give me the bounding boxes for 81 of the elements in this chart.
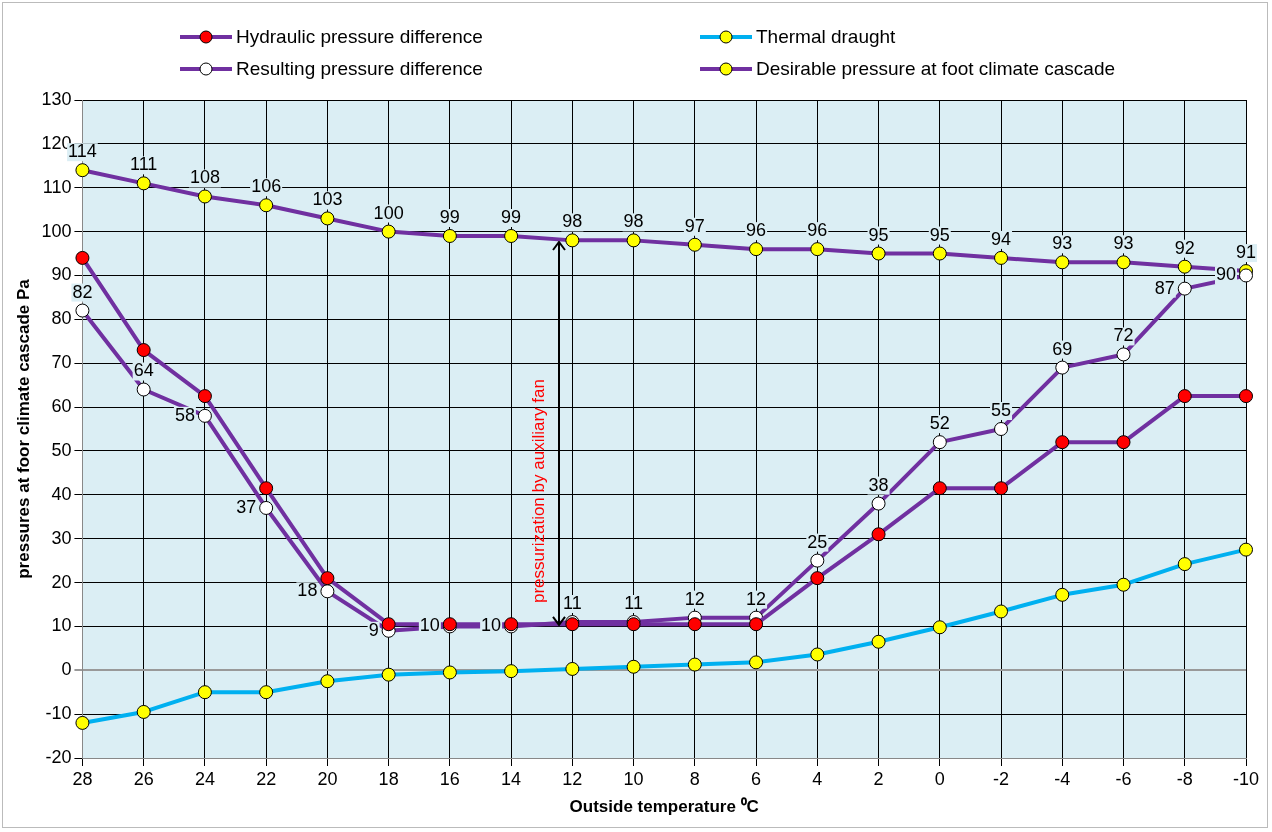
data-label: 95: [868, 224, 889, 245]
x-tick-label: 16: [439, 768, 460, 789]
data-label: 108: [189, 167, 220, 188]
y-tick-label: 100: [41, 220, 72, 241]
x-tick-label: -10: [1232, 768, 1260, 789]
y-tick-label: 110: [42, 176, 72, 197]
y-tick-label: 80: [51, 308, 72, 329]
data-label: 12: [746, 588, 767, 609]
x-axis-title: Outside temperature ⁰C: [569, 797, 759, 817]
x-tick-label: -8: [1176, 768, 1193, 789]
data-label: 72: [1113, 325, 1134, 346]
y-axis-title: pressures at foor climate cascade Pa: [13, 278, 33, 579]
data-label: 98: [623, 211, 644, 232]
y-tick-label: 90: [51, 264, 72, 285]
data-label: 12: [684, 588, 705, 609]
y-tick-label: 40: [51, 483, 72, 504]
annotation: pressurization by auxiliary fan: [529, 379, 550, 604]
x-tick-label: 8: [689, 768, 700, 789]
data-label: 69: [1052, 338, 1073, 359]
data-label: 87: [1154, 277, 1175, 298]
data-label: 10: [419, 615, 440, 636]
data-label: 93: [1052, 233, 1073, 254]
data-label: 99: [439, 206, 460, 227]
y-tick-label: -20: [45, 746, 72, 767]
y-tick-label: 10: [51, 615, 72, 636]
data-label: 95: [929, 224, 950, 245]
data-label: 93: [1113, 233, 1134, 254]
x-tick-label: 2: [873, 768, 884, 789]
data-label: 55: [991, 399, 1012, 420]
x-tick-label: 26: [133, 768, 154, 789]
x-tick-label: 10: [623, 768, 644, 789]
x-tick-label: -4: [1054, 768, 1071, 789]
data-label: 38: [868, 474, 889, 495]
y-tick-label: 30: [51, 527, 72, 548]
x-tick-label: 0: [934, 768, 945, 789]
data-label: 52: [929, 413, 950, 434]
x-tick-label: 12: [562, 768, 583, 789]
data-label: 9: [368, 619, 379, 640]
y-tick-label: -10: [45, 703, 72, 724]
y-tick-label: 50: [51, 439, 72, 460]
y-tick-label: 70: [51, 352, 72, 373]
x-tick-label: 20: [317, 768, 338, 789]
x-tick-label: 22: [256, 768, 277, 789]
legend-label: Resulting pressure difference: [236, 58, 483, 80]
data-label: 100: [373, 202, 404, 223]
data-label: 97: [684, 215, 705, 236]
y-tick-label: 0: [61, 659, 72, 680]
data-label: 98: [562, 211, 583, 232]
legend-label: Desirable pressure at foot climate cascade: [756, 58, 1116, 80]
data-label: 64: [133, 360, 154, 381]
x-tick-label: 14: [501, 768, 522, 789]
data-label: 11: [563, 592, 582, 613]
y-tick-label: 130: [41, 88, 72, 109]
x-tick-label: 6: [751, 768, 762, 789]
data-label: 82: [72, 281, 93, 302]
data-label: 10: [481, 615, 502, 636]
data-label: 90: [1215, 264, 1236, 285]
data-label: 103: [312, 189, 343, 210]
data-label: 58: [174, 404, 195, 425]
data-label: 99: [501, 206, 522, 227]
data-label: 37: [236, 496, 257, 517]
legend-label: Hydraulic pressure difference: [236, 26, 483, 48]
x-tick-label: -2: [993, 768, 1010, 789]
data-label: 91: [1235, 242, 1257, 263]
x-tick-label: 18: [378, 768, 399, 789]
x-tick-label: 4: [812, 768, 823, 789]
data-label: 18: [297, 580, 318, 601]
x-tick-label: 28: [72, 768, 93, 789]
x-tick-label: -6: [1115, 768, 1132, 789]
data-label: 106: [251, 176, 282, 197]
data-label: 96: [746, 220, 767, 241]
data-label: 25: [807, 531, 828, 552]
x-tick-label: 24: [194, 768, 215, 789]
y-tick-label: 20: [51, 571, 72, 592]
y-tick-label: 60: [51, 396, 72, 417]
data-label: 94: [991, 228, 1012, 249]
data-label: 111: [129, 154, 158, 175]
data-label: 11: [624, 592, 643, 613]
data-label: 92: [1174, 237, 1195, 258]
legend-label: Thermal draught: [756, 26, 896, 48]
data-label: 96: [807, 220, 828, 241]
